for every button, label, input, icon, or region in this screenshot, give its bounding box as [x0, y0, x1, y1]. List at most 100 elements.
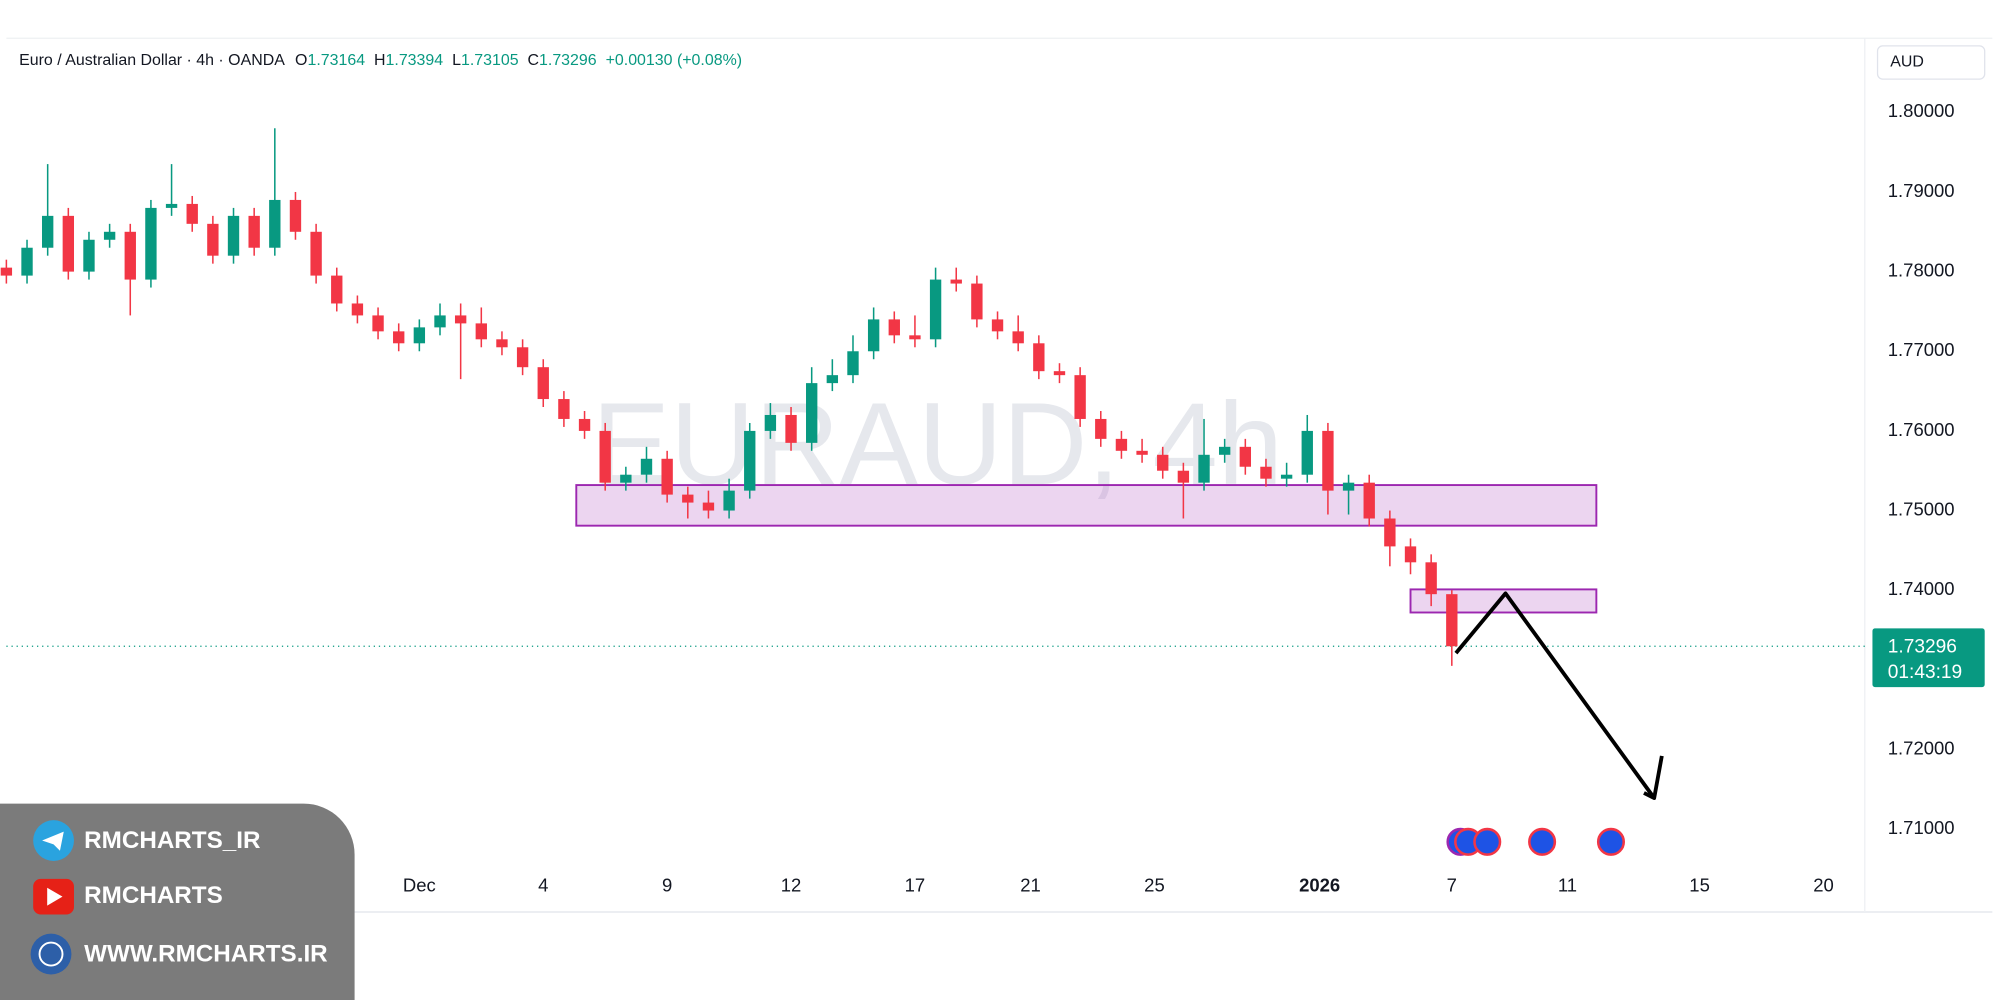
candle-body [1342, 482, 1355, 491]
candle-body [620, 474, 632, 483]
y-tick-label: 1.78000 [1888, 260, 1955, 281]
candle-body [1177, 470, 1190, 483]
ohlc-key: H [374, 52, 386, 69]
candle-body [207, 223, 219, 256]
candle-body [867, 319, 880, 352]
candle-body [723, 490, 735, 511]
candle-body [1425, 562, 1437, 595]
y-tick-label: 1.77000 [1888, 339, 1955, 360]
event-icon[interactable] [1528, 827, 1557, 856]
ohlc-key: C [528, 52, 540, 69]
ohlc-value: 1.73394 [386, 52, 444, 69]
candle-body [124, 231, 136, 280]
currency-box[interactable] [1876, 45, 1986, 80]
candle-body [744, 430, 756, 491]
event-icons [1446, 827, 1625, 856]
candle-body [289, 199, 302, 232]
event-icon[interactable] [1473, 827, 1502, 856]
ohlc-key: L [452, 52, 461, 69]
candle-body [1115, 438, 1128, 451]
candle-body [393, 331, 405, 344]
y-tick-label: 1.72000 [1888, 737, 1955, 758]
chart-header: Euro / Australian Dollar · 4h · OANDA O 1.… [19, 52, 742, 69]
candle-body [21, 247, 33, 276]
x-tick-label: 7 [1447, 874, 1457, 895]
candle-body [496, 339, 508, 348]
candle-body [331, 275, 343, 304]
zone [575, 484, 1598, 527]
x-tick-label: 15 [1689, 874, 1710, 895]
x-tick-label: 4 [538, 874, 548, 895]
currency-label[interactable]: AUD [1890, 54, 1924, 71]
x-tick-label: 11 [1558, 874, 1577, 895]
candle-body [764, 414, 777, 431]
candle-body [950, 279, 962, 284]
event-icon[interactable] [1596, 827, 1625, 856]
candle-body [1280, 474, 1293, 479]
y-tick-label: 1.71000 [1888, 817, 1955, 838]
candle-body [1012, 331, 1024, 344]
telegram-glyph [42, 831, 64, 851]
y-tick-label: 1.79000 [1888, 180, 1955, 201]
ohlc-value: 1.73105 [461, 52, 519, 69]
candle-body [372, 315, 384, 332]
x-tick-label: Dec [403, 874, 436, 895]
x-tick-label: 20 [1813, 874, 1834, 895]
candle-body [806, 383, 818, 443]
social-label: RMCHARTS [84, 882, 223, 909]
candle-body [971, 283, 983, 320]
candle-body [145, 207, 157, 280]
y-tick-label: 1.80000 [1888, 100, 1955, 121]
social-box: RMCHARTS_IR RMCHARTS WWW.RMCHARTS.IR [0, 803, 355, 1000]
candle-body [599, 430, 611, 483]
web-glyph [38, 941, 64, 967]
candle-body [1157, 454, 1169, 471]
candle-body [888, 319, 900, 336]
ohlc-key: O [295, 52, 307, 69]
candle-body [1322, 430, 1334, 491]
candle-body [702, 502, 715, 511]
social-label: WWW.RMCHARTS.IR [84, 941, 327, 968]
projection-line [1454, 591, 1656, 800]
candle-body [1363, 482, 1375, 519]
candle-body [785, 414, 797, 443]
x-tick-label: 2026 [1299, 874, 1340, 895]
plot-area [0, 128, 1865, 800]
ohlc-change: +0.00130 (+0.08%) [606, 52, 742, 69]
y-tick-label: 1.74000 [1888, 578, 1955, 599]
candle-body [83, 239, 95, 272]
candle-body [537, 367, 549, 400]
candle-body [165, 203, 178, 208]
candle-body [929, 279, 942, 340]
y-tick-label: 1.76000 [1888, 419, 1955, 440]
price-badge-value: 1.73296 [1888, 637, 1957, 658]
arrow-head [1643, 755, 1664, 800]
candle-body [186, 203, 198, 224]
social-panel [0, 803, 355, 1000]
candle-body [41, 215, 54, 248]
price-badge-countdown: 01:43:19 [1888, 662, 1962, 683]
candle-body [310, 231, 322, 276]
candle-body [1301, 430, 1313, 475]
x-tick-label: 9 [662, 874, 672, 895]
candle-body [1198, 454, 1210, 483]
candle-body [578, 418, 591, 431]
candle-body [454, 315, 467, 324]
candle-body [1260, 466, 1272, 479]
candle-body [847, 351, 859, 376]
candle-body [1095, 418, 1107, 439]
youtube-glyph [47, 887, 63, 906]
x-tick-label: 17 [905, 874, 926, 895]
candle-body [1404, 546, 1417, 563]
candle-body [1136, 450, 1148, 455]
candle-body [1239, 446, 1252, 467]
candle-body [558, 399, 570, 419]
chart-title: Euro / Australian Dollar · 4h · OANDA [19, 52, 285, 69]
candle-body [1218, 446, 1231, 455]
web-icon [30, 933, 72, 975]
x-tick-label: 25 [1144, 874, 1165, 895]
x-tick-label: 12 [781, 874, 802, 895]
social-label: RMCHARTS_IR [84, 827, 260, 854]
